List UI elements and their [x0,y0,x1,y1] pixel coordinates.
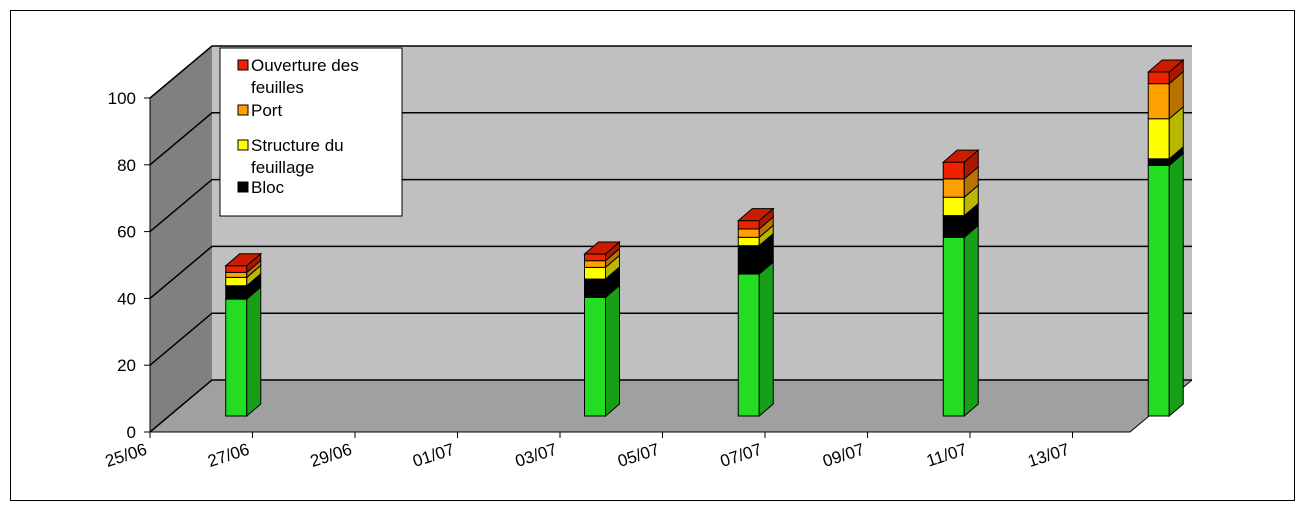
bar-top [224,253,263,267]
gridline-100 [149,45,1192,99]
bar-top [583,241,621,255]
gridline-0 [149,379,1192,433]
y-tick-label: 60 [117,223,136,242]
gridline-60 [149,178,1192,233]
bar-segment [737,236,760,247]
bar-stack [941,149,980,418]
y-tick-label: 100 [108,89,136,108]
gridline-40 [149,245,1192,299]
bar-stack [1146,58,1185,418]
y-tick-label: 80 [117,156,136,175]
bar-segment [584,253,606,262]
bar-segment [737,245,760,275]
bar-segment [737,228,760,238]
bar-segment [584,266,606,280]
floor [150,380,1192,432]
bar-segment [584,260,606,268]
bar-segment [225,265,248,273]
legend-label: Bloc [251,178,285,197]
bar-segment-side [605,284,620,418]
bars [224,58,1185,418]
bar-segment [1147,118,1170,160]
legend-swatch [237,181,249,193]
bar-stack [224,252,263,418]
legend-swatch [237,59,249,71]
bar-segment-side [1168,152,1184,418]
bar-stack [583,240,621,418]
y-tick-label: 40 [117,289,136,308]
bar-segment [737,273,760,417]
bar-segment [584,296,606,417]
legend-swatch [237,139,249,151]
bar-segment [942,236,965,417]
bar-segment [225,276,248,287]
legend: Ouverture des feuilles Port Structure du feu… [219,47,403,217]
bar-top [1146,59,1185,73]
bar-segment [1147,71,1170,85]
bar-segment [1147,158,1170,167]
bar-segment [942,215,965,238]
y-tick-label: 20 [117,356,136,375]
legend-label: Ouverture des feuilles [251,56,359,97]
legend-label: Structure du feuillage [251,136,344,177]
bar-segment [1147,83,1170,120]
y-tick-label: 0 [127,423,136,442]
bar-stack [736,207,775,418]
bar-segment [942,178,965,198]
bar-segment-side [963,224,979,418]
gridline-80 [149,112,1192,166]
bar-segment [942,161,965,180]
legend-label: Port [251,101,282,120]
legend-swatch [237,104,249,116]
bar-segment [737,220,760,230]
bar-top [941,149,980,163]
bar-segment [225,271,248,278]
gridline-20 [149,312,1192,366]
side-wall [150,46,212,432]
bar-top [736,208,775,222]
bar-segment-side [758,260,774,418]
bar-segment [225,298,248,417]
gridlines [149,45,1192,433]
bar-segment [1147,165,1170,417]
bar-segment [225,285,248,300]
bar-segment [584,278,606,298]
bar-segment [942,196,965,217]
bar-segment-side [246,286,262,418]
legend-box [219,47,403,217]
